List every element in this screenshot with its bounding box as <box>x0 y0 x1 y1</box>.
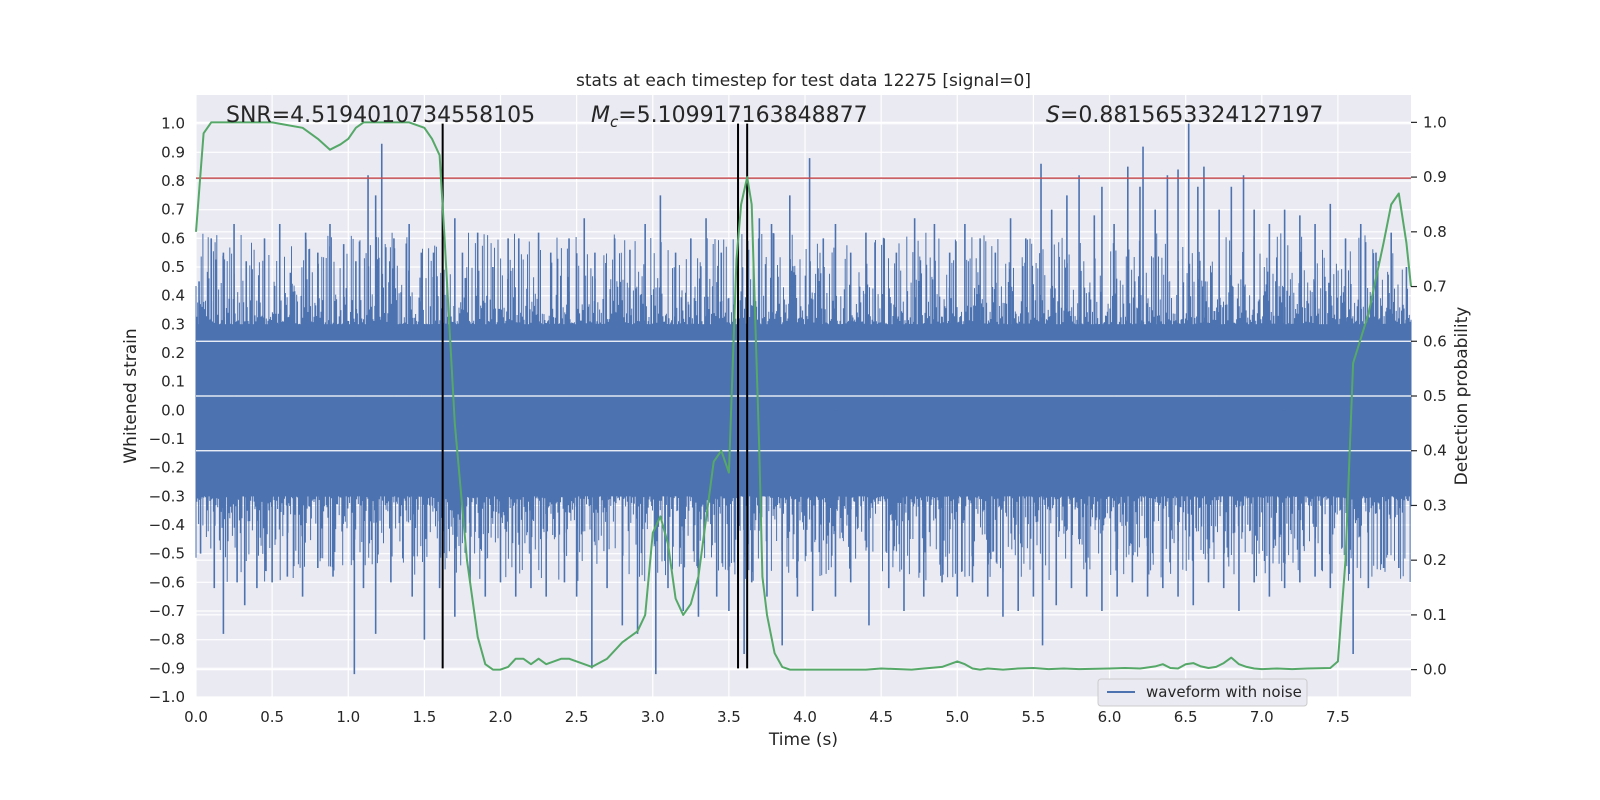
y-tick-label: 0.9 <box>161 143 185 161</box>
y-tick-label: −0.6 <box>149 573 185 591</box>
chirp-mass-subscript: c <box>610 113 619 131</box>
y-tick-label: 0.7 <box>161 201 185 219</box>
y-tick-label: −0.7 <box>149 602 185 620</box>
y-tick-label: 0.2 <box>161 344 185 362</box>
s-symbol: S <box>1046 103 1060 128</box>
x-tick-label: 2.5 <box>565 708 589 726</box>
y-tick-label: 0.5 <box>161 258 185 276</box>
x-tick-label: 0.0 <box>184 708 208 726</box>
y2-tick-label: 0.8 <box>1423 223 1447 241</box>
y2-tick-label: 1.0 <box>1423 113 1447 131</box>
legend-box <box>1097 678 1308 707</box>
y2-tick-label: 0.1 <box>1423 606 1447 624</box>
x-tick-label: 6.0 <box>1098 708 1122 726</box>
x-tick-label: 3.5 <box>717 708 741 726</box>
x-tick-label: 6.5 <box>1174 708 1198 726</box>
y-tick-label: −0.5 <box>149 545 185 563</box>
y-tick-label: −0.9 <box>149 659 185 677</box>
x-tick-label: 2.0 <box>489 708 513 726</box>
x-tick-label: 1.5 <box>412 708 436 726</box>
snr-annotation: SNR=4.5194010734558105 <box>226 103 535 128</box>
x-tick-label: 4.5 <box>869 708 893 726</box>
chirp-mass-value: =5.109917163848877 <box>618 103 867 128</box>
y-tick-label: 1.0 <box>161 115 185 133</box>
x-tick-label: 7.0 <box>1250 708 1274 726</box>
y-tick-label: −0.2 <box>149 459 185 477</box>
y2-tick-label: 0.2 <box>1423 551 1447 569</box>
y-tick-label: −0.8 <box>149 631 185 649</box>
x-tick-label: 4.0 <box>793 708 817 726</box>
y2-tick-label: 0.9 <box>1423 168 1447 186</box>
x-tick-label: 0.5 <box>260 708 284 726</box>
y2-tick-label: 0.5 <box>1423 387 1447 405</box>
x-axis-ticks: 0.0 0.5 1.0 1.5 2.0 2.5 3.0 3.5 4.0 4.5 5.0 5.5 6.0 6… <box>184 708 1350 726</box>
x-tick-label: 1.0 <box>336 708 360 726</box>
y-tick-label: 0.0 <box>161 401 185 419</box>
legend-label: waveform with noise <box>1146 683 1302 701</box>
y-tick-label: 0.1 <box>161 373 185 391</box>
legend: waveform with noise <box>1097 678 1308 707</box>
y2-tick-label: 0.6 <box>1423 332 1447 350</box>
s-value: =0.8815653324127197 <box>1060 103 1323 128</box>
x-tick-label: 7.5 <box>1326 708 1350 726</box>
y-tick-label: 0.3 <box>161 315 185 333</box>
x-axis-title: Time (s) <box>768 730 838 750</box>
x-tick-label: 5.0 <box>945 708 969 726</box>
chart-title: stats at each timestep for test data 122… <box>576 71 1031 91</box>
y2-axis-ticks: 0.0 0.1 0.2 0.3 0.4 0.5 0.6 0.7 0.8 0.9 1.0 <box>1411 113 1447 679</box>
strain-noise-trace <box>195 232 1412 582</box>
y-axis-ticks: −1.0 −0.9 −0.8 −0.7 −0.6 −0.5 −0.4 −0.3 −0.2 −0.1… <box>149 115 185 706</box>
y-tick-label: −0.3 <box>149 487 185 505</box>
detection-probability-line <box>195 121 1412 671</box>
y-tick-label: 0.8 <box>161 172 185 190</box>
y2-tick-label: 0.4 <box>1423 442 1447 460</box>
x-tick-label: 5.5 <box>1021 708 1045 726</box>
chirp-mass-symbol: M <box>591 103 610 128</box>
y-axis-title: Whitened strain <box>121 328 141 463</box>
y2-tick-label: 0.0 <box>1423 661 1447 679</box>
y2-tick-label: 0.3 <box>1423 496 1447 514</box>
s-annotation: S=0.8815653324127197 <box>1046 103 1323 128</box>
y-tick-label: 0.4 <box>161 287 185 305</box>
chirp-mass-annotation: Mc=5.109917163848877 <box>591 103 868 131</box>
x-tick-label: 3.0 <box>641 708 665 726</box>
y-tick-label: −0.1 <box>149 430 185 448</box>
y-tick-label: −0.4 <box>149 516 185 534</box>
y-tick-label: 0.6 <box>161 229 185 247</box>
y2-tick-label: 0.7 <box>1423 278 1447 296</box>
y2-axis-title: Detection probability <box>1452 307 1472 486</box>
y-tick-label: −1.0 <box>149 688 185 706</box>
strain-series <box>195 123 1412 675</box>
